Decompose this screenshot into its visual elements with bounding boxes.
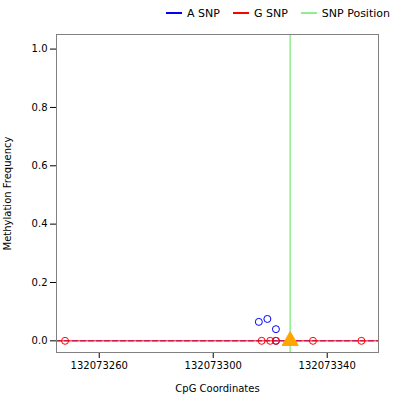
svg-text:0.2: 0.2: [32, 277, 48, 288]
svg-text:0.4: 0.4: [32, 218, 48, 229]
html-text:G SNP: G SNP: [254, 6, 288, 20]
svg-text:CpG Coordinates: CpG Coordinates: [175, 383, 259, 394]
html-text:A SNP: A SNP: [187, 6, 220, 20]
svg-text:1.0: 1.0: [32, 43, 48, 54]
svg-text:0.8: 0.8: [32, 102, 48, 113]
svg-text:132073340: 132073340: [299, 360, 356, 371]
svg-text:132073300: 132073300: [185, 360, 242, 371]
svg-text:Methylation Frequency: Methylation Frequency: [2, 136, 13, 250]
svg-text:0.0: 0.0: [32, 335, 48, 346]
svg-text:0.6: 0.6: [32, 160, 48, 171]
html-text:SNP Position: SNP Position: [321, 6, 390, 20]
svg-text:132073260: 132073260: [71, 360, 128, 371]
